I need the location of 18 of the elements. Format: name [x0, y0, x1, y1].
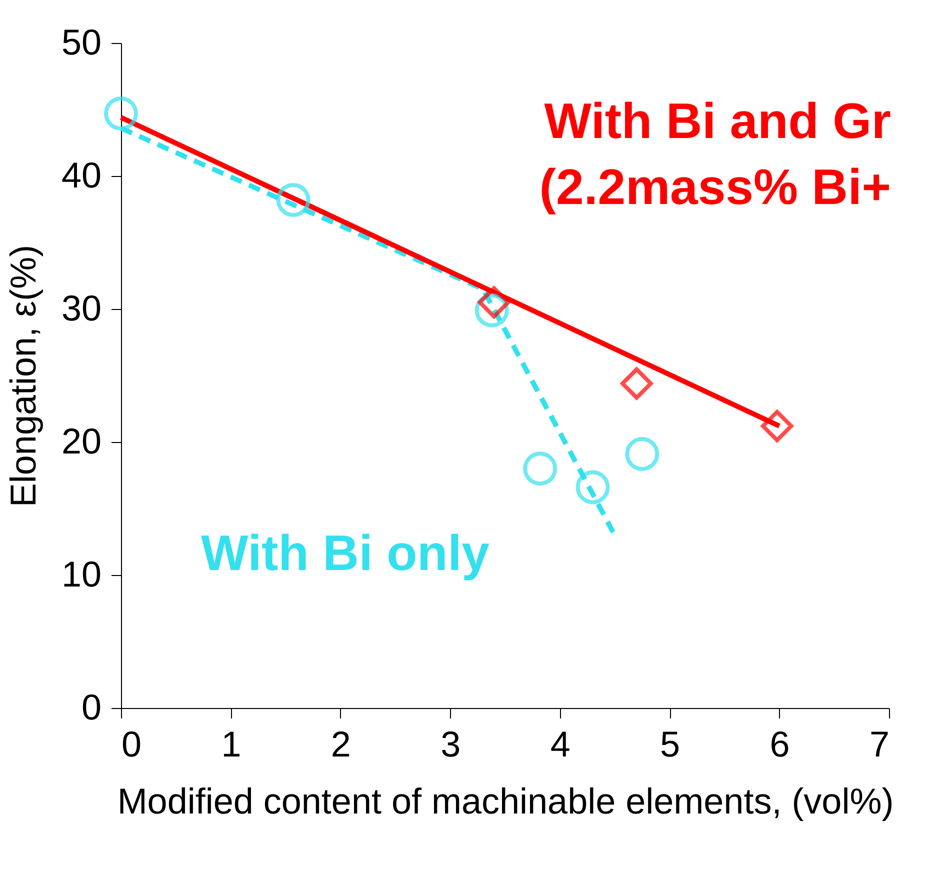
x-tick-label: 7: [869, 724, 890, 764]
y-tick-label: 50: [61, 22, 102, 62]
y-axis-title: Elongation, ε(%): [2, 244, 44, 508]
x-tick-label: 5: [660, 724, 680, 764]
series-label: With Bi and Gr (2.2mass% Bi+: [539, 93, 891, 215]
x-tick-label: 0: [122, 724, 142, 764]
y-tick-label: 10: [61, 554, 102, 594]
y-tick-label: 0: [81, 686, 102, 728]
x-tick-label: 6: [770, 724, 790, 764]
y-tick-label: 40: [61, 154, 102, 196]
x-tick-label: 2: [330, 724, 351, 764]
x-tick-label: 4: [550, 724, 570, 764]
x-axis-title: Modified content of machinable elements, (vol%): [117, 780, 894, 822]
x-tick-label: 3: [440, 724, 461, 764]
x-tick-label: 1: [221, 724, 242, 764]
series-label: With Bi only: [201, 525, 490, 581]
y-tick-label: 30: [61, 288, 102, 328]
y-tick-label: 20: [61, 420, 102, 462]
